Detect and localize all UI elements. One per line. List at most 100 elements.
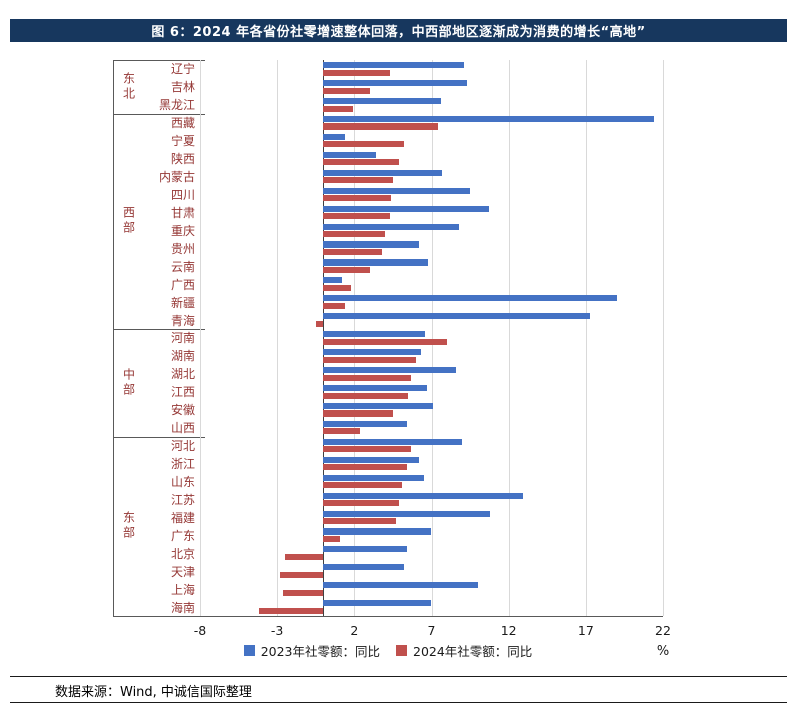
bar-row: [200, 401, 663, 419]
x-tick-label: 12: [500, 623, 517, 638]
bar-2024: [323, 392, 409, 399]
bar-2024: [323, 428, 361, 435]
bar-row: [200, 186, 663, 204]
bar-2024: [323, 266, 370, 274]
bar-2024: [323, 446, 412, 453]
bar-2024: [323, 356, 417, 363]
y-axis-label: 湖北: [170, 367, 195, 382]
y-axis-label: 北京: [170, 546, 195, 561]
x-tick-label: -3: [270, 623, 284, 638]
bar-2024: [323, 535, 341, 543]
region-group-label: 东北: [121, 71, 136, 102]
bar-2024: [323, 213, 390, 220]
bar-2024: [323, 410, 393, 417]
group-separator: [114, 60, 205, 61]
y-axis-label: 内蒙古: [158, 170, 195, 185]
bar-2023: [323, 80, 467, 87]
group-separator: [114, 436, 205, 438]
bar-2023: [323, 402, 434, 409]
x-axis-unit-label: %: [656, 644, 670, 659]
bar-2024: [323, 338, 447, 345]
y-axis-label: 新疆: [170, 295, 195, 310]
bar-2023: [323, 115, 654, 123]
figure-title: 图 6：2024 年各省份社零增速整体回落，中西部地区逐渐成为消费的增长“高地”: [151, 25, 646, 40]
y-axis-label: 广西: [170, 277, 195, 292]
bar-2023: [323, 205, 489, 212]
y-axis-label: 安徽: [170, 403, 195, 418]
bar-2023: [323, 223, 460, 230]
gridline: [200, 60, 201, 616]
footer-divider-top: [10, 676, 787, 677]
bar-2023: [323, 98, 441, 105]
bar-2024: [258, 607, 324, 614]
group-separator: [114, 113, 205, 115]
bar-2023: [323, 313, 591, 320]
bar-2023: [323, 187, 471, 194]
gridline: [277, 60, 279, 616]
bar-2023: [323, 133, 346, 140]
bar-row: [200, 508, 663, 526]
bar-2023: [323, 367, 457, 374]
bar-2024: [323, 69, 390, 76]
legend-label-2024: 2024年社零额：同比: [413, 643, 533, 659]
bar-2023: [323, 438, 463, 445]
bar-2023: [323, 456, 420, 463]
bar-2023: [323, 564, 404, 571]
y-axis-label: 青海: [170, 313, 195, 328]
bar-row: [200, 562, 663, 580]
bar-2023: [323, 582, 478, 589]
bar-2023: [323, 331, 426, 338]
bar-2024: [323, 159, 400, 166]
bar-row: [200, 96, 663, 114]
bar-row: [200, 419, 663, 437]
x-tick-label: 17: [577, 623, 594, 638]
bar-2024: [323, 464, 407, 471]
footer-divider-bottom: [10, 702, 787, 703]
y-axis-label: 西藏: [170, 116, 195, 131]
bar-2023: [323, 62, 464, 69]
y-axis-label: 甘肃: [170, 205, 195, 220]
y-axis-label: 宁夏: [170, 134, 195, 149]
x-tick-label: 2: [350, 623, 359, 638]
y-axis-label: 江苏: [170, 492, 195, 507]
bar-row: [200, 473, 663, 491]
bar-row: [200, 598, 663, 616]
bar-2023: [323, 384, 427, 392]
bar-row: [200, 150, 663, 168]
bar-2023: [323, 241, 420, 248]
x-tick-label: 7: [427, 623, 436, 638]
y-axis-label: 山东: [170, 474, 195, 489]
gridline: [354, 60, 356, 616]
gridline: [508, 60, 510, 616]
bar-row: [200, 114, 663, 132]
bar-2023: [323, 474, 424, 481]
bar-row: [200, 239, 663, 257]
bar-2024: [315, 320, 324, 327]
y-axis-label: 海南: [170, 600, 195, 615]
bar-row: [200, 329, 663, 347]
bar-2023: [323, 151, 376, 158]
y-axis-label: 辽宁: [170, 62, 195, 77]
bar-2024: [323, 482, 403, 489]
bar-2024: [323, 123, 438, 130]
y-axis-label: 黑龙江: [158, 98, 195, 113]
bar-row: [200, 132, 663, 150]
bar-row: [200, 347, 663, 365]
x-tick-label: 22: [655, 623, 671, 638]
region-group-label: 西部: [121, 206, 136, 237]
bar-2024: [323, 177, 393, 184]
bar-row: [200, 383, 663, 401]
bar-2023: [323, 169, 443, 176]
bar-2023: [323, 277, 342, 284]
bar-2023: [323, 510, 491, 517]
bar-row: [200, 365, 663, 383]
bar-row: [200, 168, 663, 186]
bar-2023: [323, 349, 421, 356]
region-group-label: 中部: [121, 367, 136, 398]
bar-2024: [283, 589, 324, 596]
y-axis-label: 天津: [170, 564, 195, 579]
y-axis-label: 吉林: [170, 80, 195, 95]
y-axis-label: 重庆: [170, 223, 195, 238]
region-group-label: 东部: [121, 511, 136, 542]
